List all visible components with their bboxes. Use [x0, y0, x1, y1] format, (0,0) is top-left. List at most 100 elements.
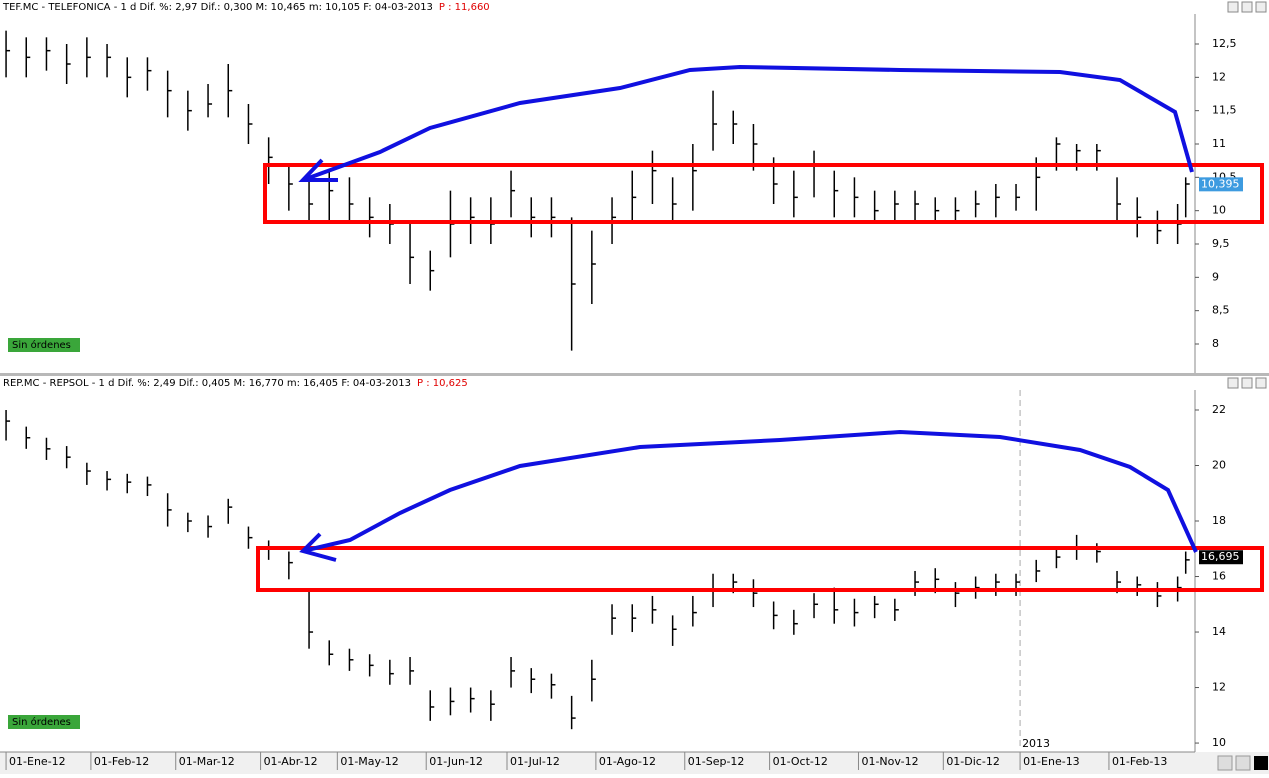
ohlc-bar — [833, 170, 839, 218]
ohlc-bar — [671, 615, 677, 646]
y-tick-label: 9 — [1212, 270, 1219, 283]
toolbar-button[interactable] — [1235, 755, 1251, 771]
ohlc-bar — [833, 587, 839, 624]
y-tick-label: 8,5 — [1212, 304, 1230, 317]
minimize-button[interactable] — [1227, 1, 1239, 13]
ohlc-bar — [732, 110, 738, 144]
ohlc-bar — [308, 590, 314, 649]
x-tick-label: 01-Ene-12 — [9, 755, 66, 768]
ohlc-bar — [409, 224, 415, 284]
ohlc-bar — [1035, 559, 1041, 583]
close-button[interactable] — [1255, 377, 1267, 389]
ohlc-bar — [954, 582, 960, 608]
y-tick-label: 18 — [1212, 514, 1226, 527]
y-tick-label: 12,5 — [1212, 37, 1237, 50]
ohlc-bar — [550, 197, 556, 238]
ohlc-bar — [207, 515, 213, 538]
y-tick-label: 22 — [1212, 403, 1226, 416]
ohlc-bar — [954, 197, 960, 224]
arrow-head — [299, 532, 337, 562]
minimize-button[interactable] — [1227, 377, 1239, 389]
ohlc-bar — [873, 190, 879, 224]
ohlc-bar — [227, 498, 233, 524]
x-tick-label: 01-Dic-12 — [946, 755, 1000, 768]
ohlc-bar — [469, 687, 475, 713]
ohlc-bar — [752, 579, 758, 608]
x-tick-label: 01-Oct-12 — [773, 755, 828, 768]
ohlc-bar — [247, 104, 253, 144]
ohlc-bar — [25, 426, 31, 449]
x-tick-label: 01-May-12 — [340, 755, 398, 768]
ohlc-bar — [631, 170, 637, 224]
ohlc-bar — [429, 250, 435, 291]
ohlc-bar — [490, 690, 495, 721]
y-tick-label: 11,5 — [1212, 104, 1237, 117]
ohlc-bar — [530, 668, 536, 694]
y-tick-label: 20 — [1212, 458, 1226, 471]
ohlc-bar — [813, 593, 819, 619]
y-tick-label: 11 — [1212, 137, 1226, 150]
y-tick-label: 8 — [1212, 337, 1219, 350]
chart-header: TEF.MC - TELEFONICA - 1 d Dif. %: 2,97 D… — [2, 2, 490, 13]
ohlc-bar — [106, 44, 112, 78]
ohlc-bar — [853, 177, 859, 218]
ohlc-bar — [146, 57, 152, 91]
ohlc-bar — [570, 695, 576, 730]
ohlc-bar — [65, 44, 71, 84]
ohlc-bar — [873, 595, 879, 619]
ohlc-bar — [752, 124, 758, 171]
annotations — [256, 64, 1264, 592]
x-tick-label: 01-Jul-12 — [510, 755, 560, 768]
maximize-button[interactable] — [1241, 377, 1253, 389]
ohlc-bar — [166, 493, 172, 527]
ohlc-bar — [449, 687, 455, 716]
orders-badge — [8, 338, 80, 352]
ohlc-bar — [591, 659, 596, 702]
red-range-box — [256, 546, 1264, 592]
ohlc-bar — [651, 595, 657, 624]
marks: TEF.MC - TELEFONICA - 1 d Dif. %: 2,97 D… — [2, 2, 1243, 770]
ohlc-bar — [510, 657, 516, 688]
toolbar-button[interactable] — [1217, 755, 1233, 771]
ohlc-bar — [86, 462, 91, 485]
arrow-head — [298, 158, 338, 182]
ohlc-bar — [692, 595, 697, 627]
ohlc-bar — [409, 657, 415, 685]
ohlc-bar — [328, 640, 334, 666]
close-button[interactable] — [1255, 1, 1267, 13]
x-tick-label: 01-Nov-12 — [861, 755, 918, 768]
toolbar-button[interactable] — [1254, 756, 1268, 770]
ohlc-bar — [611, 604, 617, 635]
blue-arrow — [302, 429, 1198, 553]
ohlc-bar — [1156, 582, 1162, 608]
ohlc-bar — [429, 690, 435, 721]
ohlc-bar — [974, 190, 980, 218]
ohlc-bar — [288, 164, 293, 211]
x-tick-label: 01-Sep-12 — [688, 755, 745, 768]
last-price-label: 10,395 — [1201, 177, 1240, 190]
x-axis-strip — [0, 752, 1269, 774]
last-price-box — [1199, 550, 1243, 565]
ohlc-bar — [126, 57, 132, 98]
ohlc-bar — [712, 90, 718, 151]
last-price-label: 16,695 — [1201, 550, 1240, 563]
x-tick-label: 01-Ene-13 — [1023, 755, 1080, 768]
chart-header: REP.MC - REPSOL - 1 d Dif. %: 2,49 Dif.:… — [3, 378, 468, 389]
ohlc-bar — [934, 197, 940, 224]
last-price-box — [1199, 177, 1243, 192]
ohlc-bar — [5, 409, 11, 441]
red-range-box — [263, 163, 1264, 224]
ohlc-bar — [894, 190, 899, 224]
ohlc-bar — [772, 601, 778, 630]
ohlc-bar — [995, 184, 1000, 218]
ohlc-bar — [1184, 551, 1190, 574]
ohlc-bar — [5, 30, 11, 78]
ohlc-bar — [510, 170, 516, 218]
y-tick-label: 12 — [1212, 681, 1226, 694]
window-buttons[interactable] — [1217, 1, 1268, 771]
ohlc-bar — [591, 230, 596, 304]
y-tick-label: 12 — [1212, 70, 1226, 83]
ohlc-bar — [126, 473, 132, 494]
maximize-button[interactable] — [1241, 1, 1253, 13]
